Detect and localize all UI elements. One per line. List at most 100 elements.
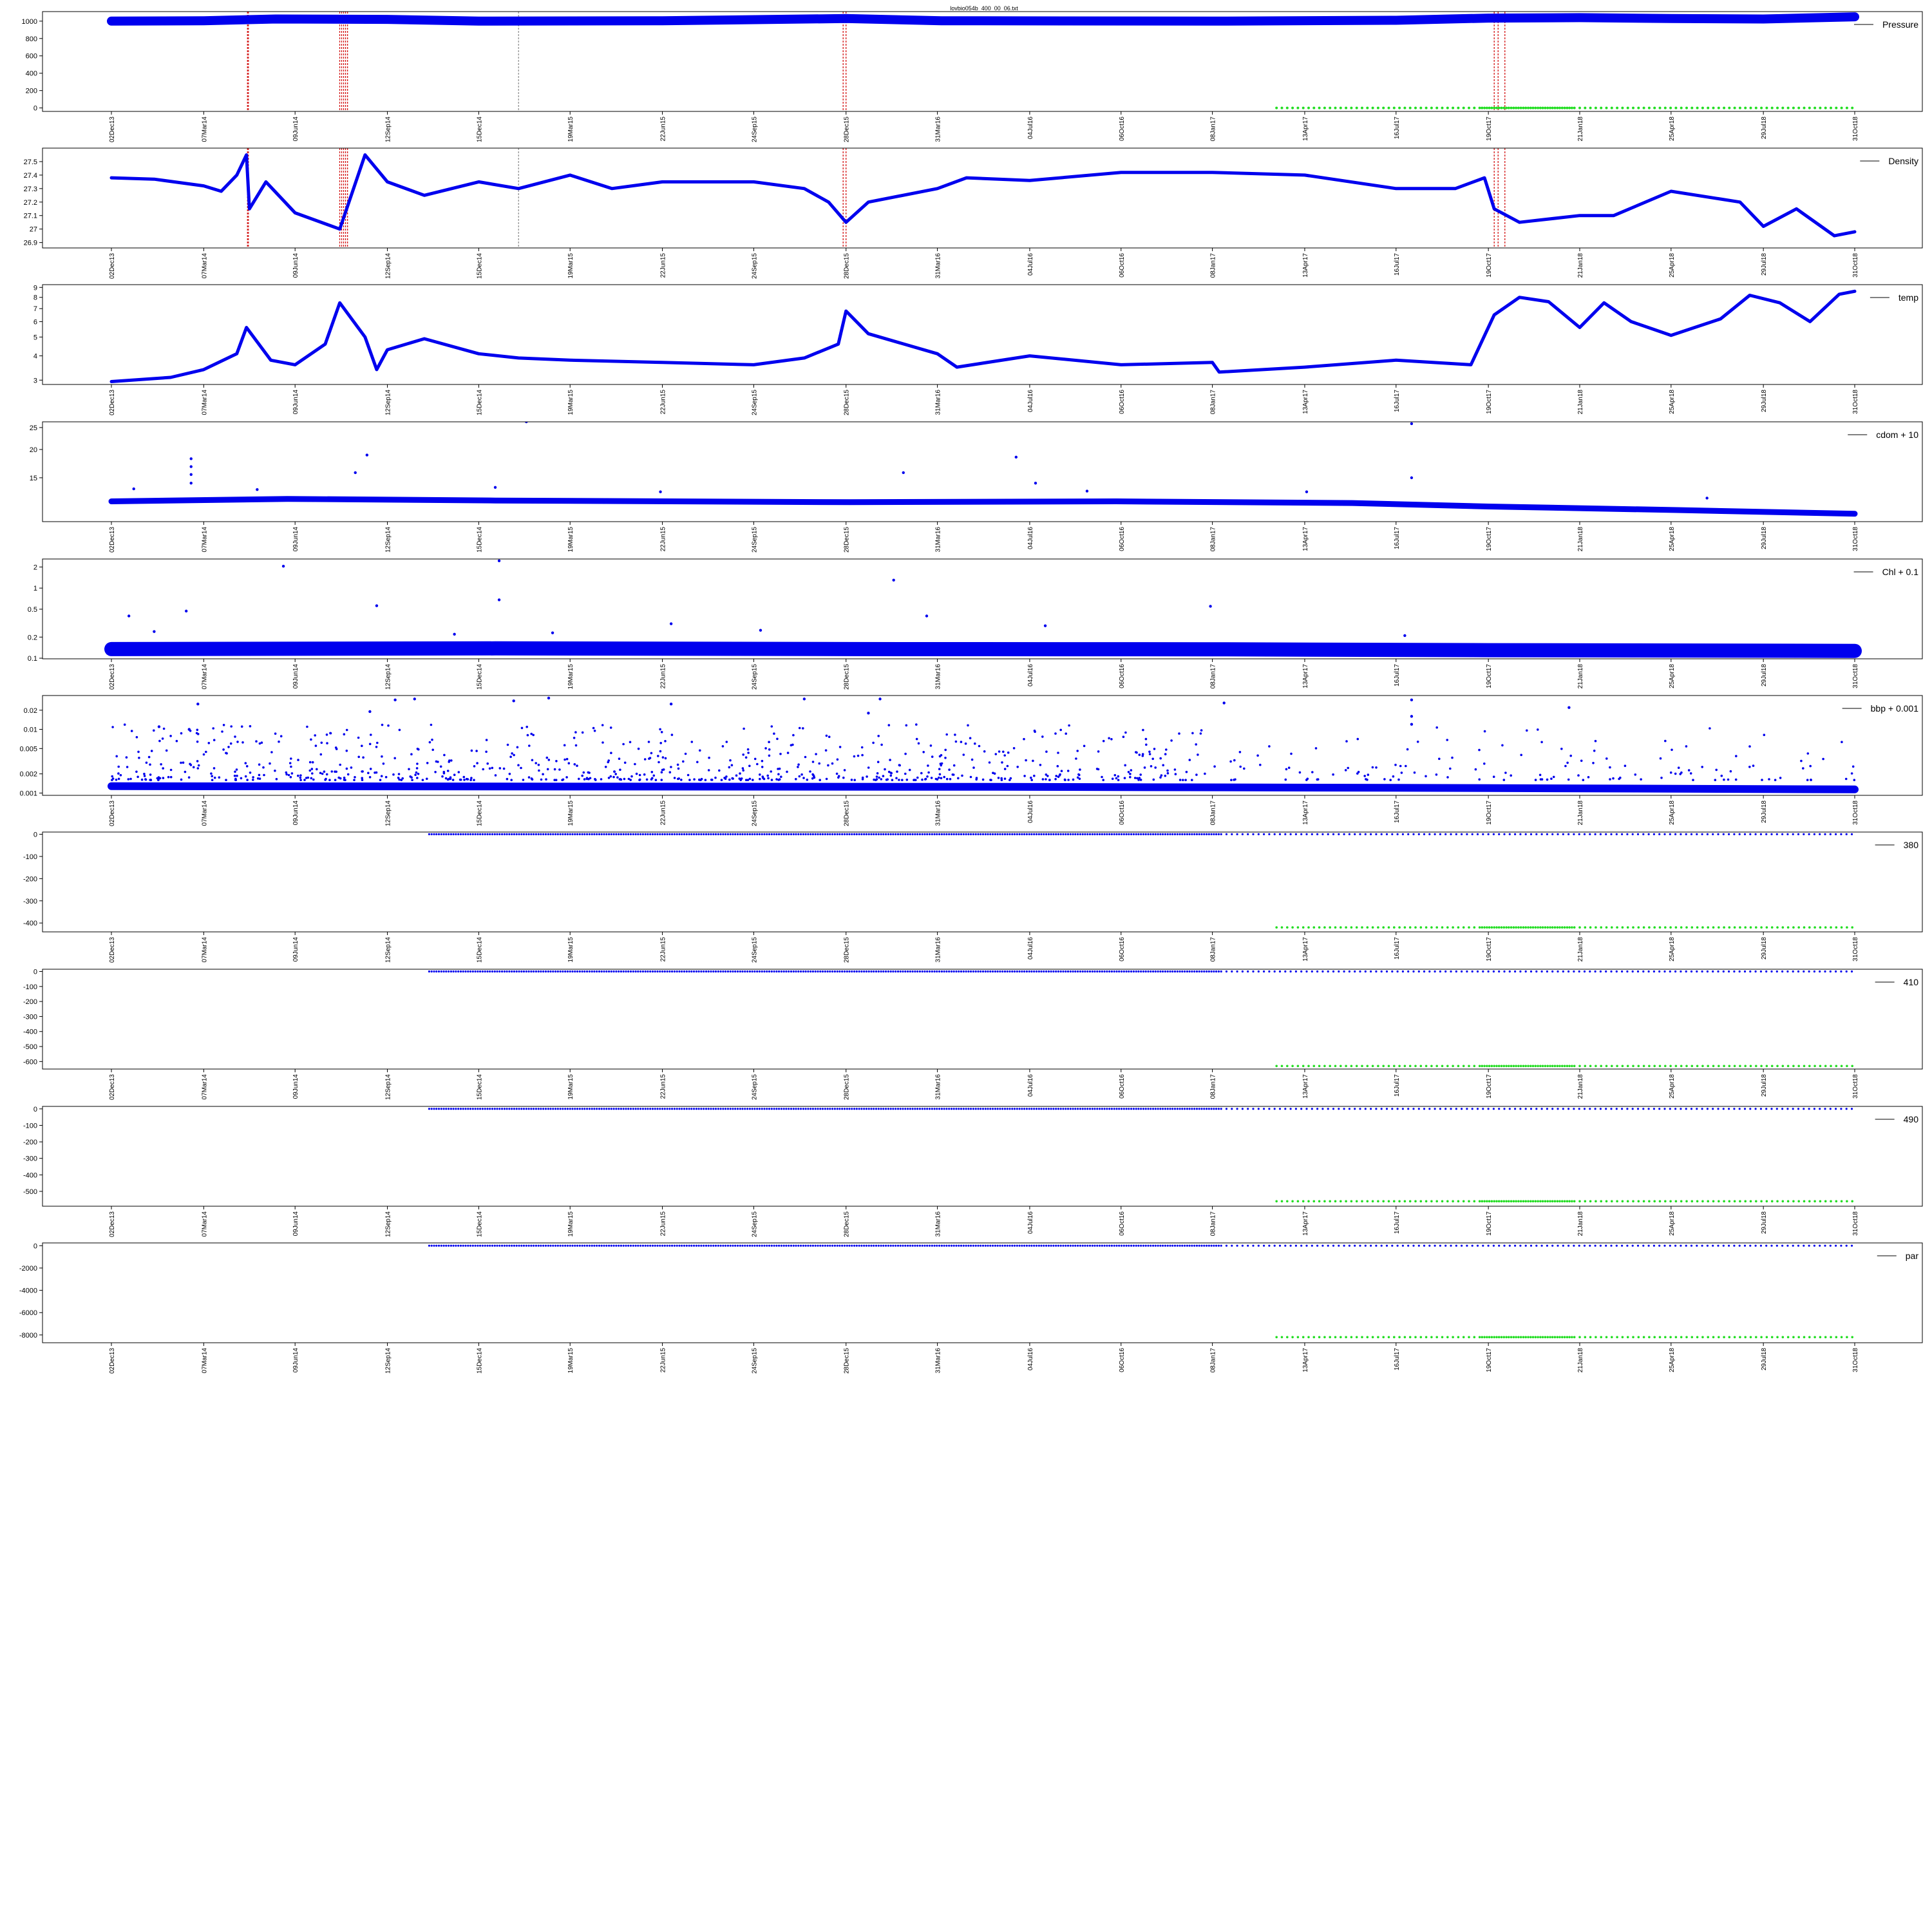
data-point — [1760, 106, 1763, 109]
data-point — [896, 1108, 900, 1110]
data-point — [1385, 970, 1388, 973]
data-point — [1366, 1200, 1369, 1203]
data-point — [1502, 779, 1506, 781]
data-point — [1247, 833, 1249, 835]
data-point — [775, 970, 778, 973]
data-point — [1457, 106, 1460, 109]
data-point — [1573, 926, 1576, 929]
x-tick-label: 24Sep15 — [751, 664, 758, 690]
data-point — [1449, 767, 1452, 770]
data-point — [1840, 833, 1842, 835]
data-point — [945, 1108, 948, 1110]
data-point — [1792, 1244, 1794, 1247]
data-point — [861, 753, 864, 757]
x-tick-label: 19Oct17 — [1486, 527, 1493, 551]
data-point — [770, 770, 772, 773]
data-point — [137, 750, 140, 753]
data-point — [811, 761, 815, 763]
data-point — [1648, 1200, 1651, 1203]
data-point — [1541, 1336, 1544, 1339]
data-point — [902, 970, 904, 973]
data-point — [508, 772, 511, 775]
data-point — [469, 833, 472, 835]
data-point — [1339, 106, 1342, 109]
data-point — [1086, 1244, 1089, 1247]
data-point — [1162, 1244, 1164, 1247]
data-point — [1850, 970, 1853, 973]
data-point — [843, 970, 846, 973]
data-point — [1803, 926, 1806, 929]
data-point — [1653, 926, 1656, 929]
data-point — [1001, 761, 1003, 764]
data-point — [1578, 1108, 1580, 1110]
data-point — [1169, 1244, 1171, 1247]
data-point — [1803, 106, 1806, 109]
data-point — [1495, 926, 1498, 929]
data-point — [189, 465, 193, 468]
data-point — [540, 778, 543, 781]
data-point — [1159, 776, 1162, 779]
data-point — [290, 765, 292, 768]
data-point — [518, 970, 520, 973]
data-point — [464, 1244, 467, 1247]
data-point — [1077, 970, 1079, 973]
data-point — [417, 748, 420, 751]
data-point — [746, 1108, 749, 1110]
data-point — [756, 762, 759, 766]
data-point — [1327, 833, 1329, 835]
data-point — [569, 1108, 571, 1110]
data-point — [1389, 779, 1392, 781]
data-point — [1754, 1108, 1757, 1110]
data-point — [471, 1244, 474, 1247]
data-point — [450, 970, 453, 973]
data-point — [649, 1108, 652, 1110]
data-point — [924, 777, 927, 781]
data-point — [1482, 1244, 1484, 1247]
data-point — [641, 970, 645, 973]
x-tick-label: 02Dec13 — [109, 117, 116, 142]
data-point — [1332, 1108, 1335, 1110]
data-point — [1176, 1108, 1179, 1110]
data-point — [508, 1108, 511, 1110]
data-point — [1840, 1200, 1843, 1203]
data-point — [659, 1108, 661, 1110]
data-point — [1503, 970, 1506, 973]
data-point — [491, 970, 494, 973]
data-point — [1829, 1108, 1832, 1110]
data-point — [707, 1244, 710, 1247]
data-point — [522, 1244, 526, 1247]
data-point — [1770, 926, 1774, 929]
data-point — [1348, 1108, 1350, 1110]
y-tick-label: 2 — [33, 564, 37, 571]
data-point — [676, 833, 678, 835]
data-point — [1814, 1336, 1816, 1339]
data-point — [777, 768, 779, 770]
data-point — [1069, 1108, 1072, 1110]
data-point — [824, 833, 826, 835]
data-point — [1430, 926, 1433, 929]
data-point — [1405, 764, 1407, 768]
data-point — [1621, 926, 1624, 929]
y-tick-label: 1 — [33, 585, 37, 592]
data-point — [1144, 1244, 1147, 1247]
data-point — [1797, 970, 1800, 973]
data-point — [663, 1108, 666, 1110]
data-point — [1819, 1336, 1822, 1339]
data-point — [1851, 926, 1853, 929]
data-point — [1291, 926, 1294, 929]
data-point — [1669, 771, 1672, 774]
data-point — [583, 1244, 586, 1247]
data-point — [520, 726, 524, 730]
data-point — [1398, 1200, 1401, 1203]
data-point — [1534, 1336, 1537, 1339]
data-point — [748, 833, 751, 835]
data-point — [1510, 106, 1513, 109]
data-point — [1143, 766, 1146, 769]
data-point — [1203, 970, 1206, 973]
data-point — [616, 776, 619, 779]
data-point — [1835, 970, 1837, 973]
data-point — [776, 737, 779, 741]
data-point — [1739, 1336, 1741, 1339]
data-point — [1157, 1108, 1159, 1110]
